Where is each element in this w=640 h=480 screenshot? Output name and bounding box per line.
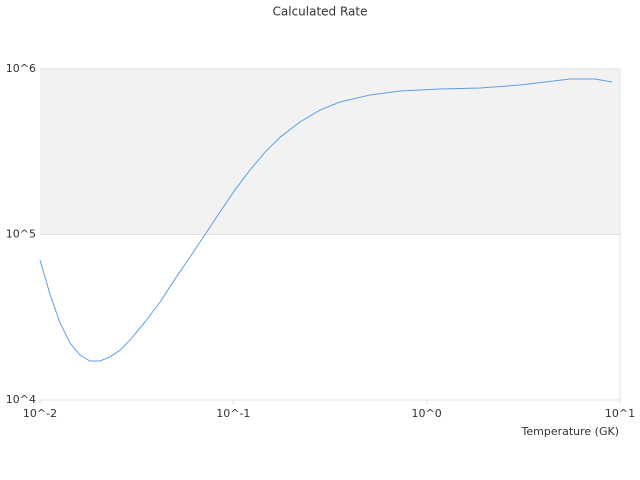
x-tick-label: 10^1: [605, 407, 635, 420]
chart-title: Calculated Rate: [273, 5, 368, 19]
data-line: [39, 78, 613, 362]
y-tick-label: 10^4: [6, 393, 36, 406]
x-tick-label: 10^-2: [23, 407, 57, 420]
y-tick-label: 10^6: [6, 62, 36, 75]
y-tick-label: 10^5: [6, 228, 36, 241]
x-tick-label: 10^-1: [216, 407, 250, 420]
grid-band: [40, 69, 620, 235]
x-tick-label: 10^0: [412, 407, 442, 420]
x-axis-label: Temperature (GK): [521, 425, 620, 438]
